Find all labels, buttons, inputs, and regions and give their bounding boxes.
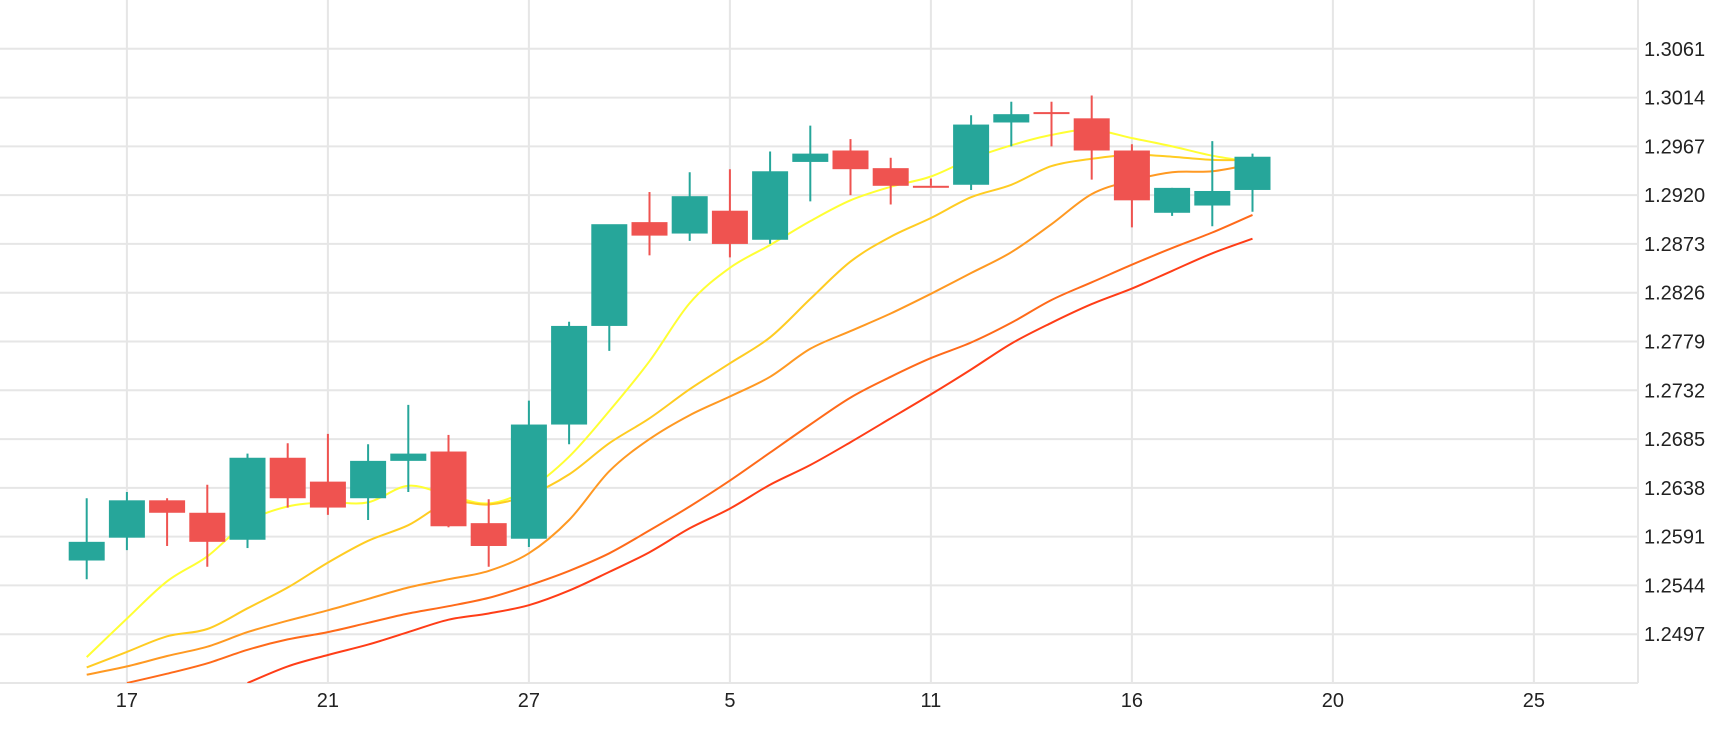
y-tick-label: 1.2638 xyxy=(1644,478,1705,500)
ma-line-4 xyxy=(126,213,1253,683)
candle-body-up xyxy=(752,171,789,240)
y-tick-label: 1.2544 xyxy=(1644,575,1705,597)
y-tick-label: 1.2826 xyxy=(1644,283,1705,305)
candle-body-down xyxy=(430,451,467,527)
grid-lines xyxy=(0,0,1639,684)
ma-line-5 xyxy=(247,237,1253,683)
x-tick-label: 21 xyxy=(317,690,339,712)
candle-body-down xyxy=(269,457,306,499)
candle-body-up xyxy=(953,124,990,185)
candle-body-down xyxy=(1073,118,1110,151)
y-tick-label: 1.3061 xyxy=(1644,39,1705,61)
y-tick-label: 1.2967 xyxy=(1644,136,1705,158)
candle-body-down xyxy=(189,512,226,542)
x-tick-label: 16 xyxy=(1121,690,1143,712)
x-tick-label: 17 xyxy=(116,690,138,712)
moving-average-lines xyxy=(86,128,1253,683)
candle-body-up xyxy=(68,541,105,561)
ma-line-1 xyxy=(86,128,1253,658)
candle-body-up xyxy=(1234,156,1271,190)
candle-body-down xyxy=(711,210,748,244)
y-tick-label: 1.2685 xyxy=(1644,429,1705,451)
candle-body-up xyxy=(993,114,1030,123)
ma-line-2 xyxy=(86,153,1253,669)
candle-body-up xyxy=(1194,190,1231,206)
candle-body-down xyxy=(149,500,186,513)
x-tick-label: 25 xyxy=(1523,690,1545,712)
candle-body-down xyxy=(309,481,346,508)
candle-body-down xyxy=(832,150,869,170)
candle-body-up xyxy=(108,500,145,538)
x-tick-label: 5 xyxy=(724,690,735,712)
candle-body-down xyxy=(1033,112,1070,115)
y-axis: 1.2497 1.2544 1.2591 1.2638 1.2685 1.2732 1.27… xyxy=(1644,39,1705,646)
candle-body-up xyxy=(350,460,387,499)
y-tick-label: 1.2497 xyxy=(1644,624,1705,646)
y-tick-label: 1.2779 xyxy=(1644,332,1705,354)
y-tick-label: 1.2732 xyxy=(1644,380,1705,402)
candle-body-up xyxy=(551,325,588,425)
candle-body-up xyxy=(229,457,266,540)
y-tick-label: 1.2920 xyxy=(1644,185,1705,207)
y-tick-label: 1.2591 xyxy=(1644,527,1705,549)
x-axis: 17 21 27 5 11 16 20 25 xyxy=(116,690,1545,712)
y-tick-label: 1.3014 xyxy=(1644,88,1705,110)
x-tick-label: 27 xyxy=(518,690,540,712)
candle-body-up xyxy=(1154,187,1191,213)
y-tick-label: 1.2873 xyxy=(1644,234,1705,256)
candle-body-down xyxy=(912,185,949,188)
candle-body-up xyxy=(792,153,829,162)
ma-line-3 xyxy=(86,163,1253,676)
candle-body-up xyxy=(671,196,708,234)
candlesticks xyxy=(68,95,1271,580)
candle-body-down xyxy=(872,168,909,186)
x-tick-label: 20 xyxy=(1322,690,1344,712)
candle-body-down xyxy=(470,523,507,546)
candle-body-down xyxy=(631,222,668,236)
candle-body-up xyxy=(390,453,427,461)
candle-body-down xyxy=(1113,150,1150,201)
x-tick-label: 11 xyxy=(921,690,942,712)
candle-body-up xyxy=(591,224,628,326)
candle-body-up xyxy=(510,424,547,539)
